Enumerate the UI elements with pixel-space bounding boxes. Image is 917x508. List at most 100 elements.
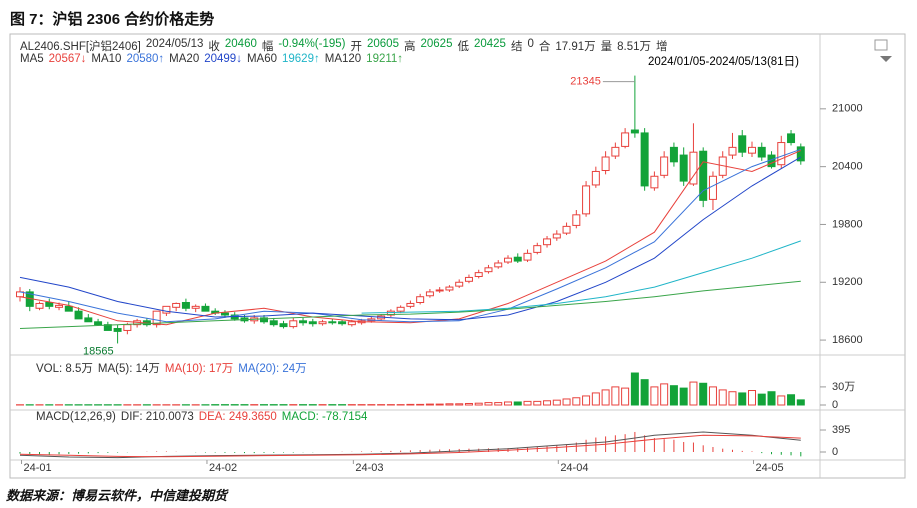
legend-name: MA60	[246, 53, 277, 65]
volume-bar	[455, 403, 464, 406]
volume-bar	[640, 379, 649, 406]
candle-body	[74, 310, 83, 320]
candle-body	[543, 238, 552, 246]
volume-bar	[572, 397, 581, 406]
candle-body	[308, 321, 317, 325]
x-tick-label: 24-05	[756, 462, 784, 474]
volume-bar	[504, 401, 512, 406]
volume-bar	[464, 402, 473, 406]
candle-body	[630, 129, 639, 134]
candle-body	[269, 320, 278, 326]
vol-stats: VOL: 8.5万 MA(5): 14万 MA(10): 17万 MA(20): 24…	[36, 360, 307, 376]
legend-name: MA20	[169, 53, 200, 65]
volume-bar	[748, 390, 756, 406]
candle-body	[55, 304, 64, 308]
volume-bar	[650, 386, 659, 406]
volume-bar	[679, 387, 688, 406]
y-tick-label: 18600	[832, 334, 863, 346]
candle-body	[152, 310, 161, 326]
y-tick-label: 19800	[832, 218, 863, 230]
candle-body	[708, 175, 717, 200]
volume-bar	[406, 403, 415, 406]
volume-bar	[689, 381, 698, 406]
candle-body	[660, 156, 669, 176]
candle-body	[35, 302, 44, 309]
y-tick-label: 0	[832, 446, 838, 458]
range: 2024/01/05-2024/05/13(81日)	[648, 56, 799, 68]
volume-bar	[552, 399, 561, 406]
candle-body	[474, 272, 483, 277]
quote-item: 合	[538, 41, 551, 53]
candle-body	[523, 252, 532, 261]
candle-body	[162, 305, 171, 314]
stat-item: DIF: 210.0073	[120, 411, 194, 423]
volume-bar	[474, 402, 483, 406]
candle-body	[669, 146, 678, 163]
candle-body	[591, 170, 600, 186]
candle-body	[796, 146, 805, 162]
candle-body	[64, 305, 73, 312]
y-tick-label: 19200	[832, 276, 863, 288]
quote-item: 开	[350, 41, 363, 53]
y-tick-label: 0	[832, 399, 838, 411]
volume-bar	[484, 402, 493, 406]
x-tick-label: 24-01	[24, 462, 52, 474]
y-tick-label: 30万	[832, 381, 855, 393]
candle-body	[787, 133, 796, 144]
candle-body	[738, 135, 747, 153]
candle-body	[494, 262, 503, 268]
volume-bar	[621, 387, 630, 406]
candle-body	[601, 156, 610, 171]
volume-bar	[425, 403, 434, 406]
x-tick-label: 24-03	[355, 462, 383, 474]
candle-body	[289, 320, 298, 328]
volume-bar	[494, 402, 503, 406]
candle-body	[172, 302, 181, 308]
volume-bar	[523, 400, 532, 406]
quote-item: 低	[457, 41, 469, 53]
candle-body	[201, 305, 210, 312]
candle-body	[94, 321, 103, 326]
quote-row: AL2406.SHF[沪铝2406] 2024/05/13 收 20460 幅 -0.94…	[20, 38, 668, 54]
volume-bar	[787, 394, 796, 406]
candle-body	[445, 286, 454, 291]
candle-body	[416, 296, 425, 303]
volume-bar	[796, 399, 805, 406]
candle-body	[338, 321, 347, 325]
quote-item: 高	[403, 41, 416, 53]
source: 数据来源：博易云软件，中信建投期货	[6, 488, 228, 503]
volume-bar	[582, 395, 591, 406]
candle-body	[260, 317, 268, 323]
x-tick-label: 24-04	[560, 462, 588, 474]
y-tick-label: 20400	[832, 161, 863, 173]
line	[19, 434, 801, 458]
candle-body	[45, 301, 54, 307]
quote-item: 17.91万	[555, 41, 596, 53]
stat-item: MACD(12,26,9)	[36, 411, 116, 423]
candle-body	[181, 301, 190, 309]
line	[19, 148, 801, 323]
quote-item: -0.94%(-195)	[278, 38, 346, 50]
stat-item: MA(5): 14万	[97, 363, 160, 375]
quote-item: 0	[527, 38, 534, 50]
min-label: 18565	[83, 345, 114, 357]
volume-bar	[738, 392, 747, 406]
candle-body	[455, 281, 464, 287]
quote-item: 20625	[420, 38, 453, 50]
candle-body	[679, 154, 688, 182]
candle-body	[84, 317, 93, 323]
candle-body	[328, 321, 337, 324]
stat-item: MA(10): 17万	[164, 363, 234, 375]
candle-body	[513, 256, 522, 262]
volume-bar	[708, 386, 717, 406]
candle-body	[464, 276, 473, 282]
candle-body	[728, 146, 737, 156]
quote-item: 20605	[367, 38, 399, 50]
candle-body	[699, 150, 708, 201]
volume-bar	[601, 389, 610, 406]
stat-item: VOL: 8.5万	[36, 363, 93, 375]
volume-bar	[718, 389, 727, 406]
quote-item: AL2406.SHF[沪铝2406]	[20, 41, 141, 53]
